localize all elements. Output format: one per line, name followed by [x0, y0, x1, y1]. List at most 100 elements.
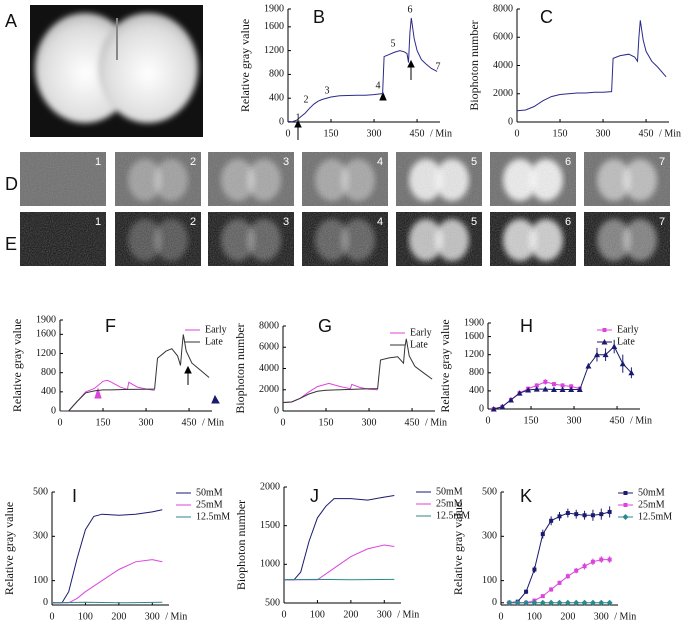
noise: [208, 212, 294, 266]
legend-label: Early: [617, 324, 639, 335]
marker: [593, 351, 600, 358]
marker: [619, 360, 626, 367]
frame-number: 3: [283, 216, 289, 228]
annotation: 6: [408, 4, 413, 15]
frame-number: 1: [95, 216, 101, 228]
y-tick-label: 500: [33, 486, 48, 497]
y-tick-label: 1600: [36, 329, 56, 340]
data-line: [284, 495, 395, 581]
marker: [532, 567, 537, 572]
x-tick-label: 0: [281, 417, 286, 428]
y-tick-label: 0: [274, 405, 279, 416]
noise: [584, 152, 670, 206]
panel-letter: J: [310, 486, 319, 506]
legend-label: Early: [205, 324, 227, 335]
y-tick-label: 1200: [36, 348, 56, 359]
noise: [396, 212, 482, 266]
y-axis-label: Relative gray value: [451, 502, 465, 595]
x-tick-label: 300: [145, 611, 160, 622]
legend-label: 12.5mM: [436, 510, 470, 521]
marker: [607, 509, 612, 514]
marker: [607, 557, 612, 562]
y-tick-label: 0: [479, 403, 484, 414]
frame-number: 6: [565, 156, 571, 168]
marker: [499, 403, 506, 410]
noise: [584, 212, 670, 266]
legend-label: Late: [617, 336, 635, 347]
y-tick-label: 500: [265, 597, 280, 608]
panel-letter: K: [520, 486, 532, 506]
x-tick-label: 0: [58, 417, 63, 428]
y-tick-label: 0: [279, 116, 284, 127]
y-tick-label: 1600: [464, 331, 484, 342]
marker: [543, 379, 548, 384]
legend-marker: [623, 491, 628, 495]
y-tick-label: 400: [469, 385, 484, 396]
x-tick-label: 0: [286, 128, 291, 139]
frame-number: 7: [659, 156, 665, 168]
frame-number: 5: [471, 216, 477, 228]
marker: [574, 512, 579, 517]
y-axis-label: Biophoton number: [233, 323, 247, 413]
marker: [540, 532, 545, 537]
legend-label: Late: [205, 336, 223, 347]
y-tick-label: 4000: [493, 60, 513, 71]
marker: [550, 386, 557, 393]
panel-letter: E: [5, 234, 17, 254]
y-tick-label: 2000: [259, 384, 279, 395]
legend-label: 12.5mM: [638, 511, 672, 522]
marker: [506, 599, 513, 606]
x-axis-label: / Min: [430, 128, 452, 139]
marker: [557, 514, 562, 519]
frame-number: 4: [377, 216, 383, 228]
y-tick-label: 1000: [260, 559, 280, 570]
x-tick-label: 0: [50, 611, 55, 622]
y-tick-label: 8000: [493, 3, 513, 14]
marker: [514, 599, 521, 606]
data-line: [516, 20, 667, 112]
x-axis-label: / Min: [202, 417, 224, 428]
legend-label: Late: [410, 339, 428, 350]
marker: [569, 384, 574, 389]
y-axis-label: Relative gray value: [238, 19, 252, 112]
frame-number: 2: [190, 156, 196, 168]
legend-label: 25mM: [436, 498, 463, 509]
x-tick-label: 150: [553, 128, 568, 139]
marker: [590, 559, 595, 564]
data-line: [493, 345, 632, 410]
x-tick-label: 300: [367, 128, 382, 139]
annotation: 2: [304, 94, 309, 105]
data-line: [509, 511, 610, 604]
y-tick-label: 0: [51, 405, 56, 416]
marker: [585, 363, 592, 369]
frame-number: 4: [377, 156, 383, 168]
marker: [590, 513, 595, 518]
marker: [507, 396, 514, 403]
marker: [557, 580, 562, 585]
y-tick-label: 800: [41, 367, 56, 378]
y-tick-label: 1600: [264, 21, 284, 32]
y-tick-label: 100: [33, 575, 48, 586]
x-tick-label: 100: [310, 609, 325, 620]
marker: [565, 574, 570, 579]
arrows: [94, 59, 415, 404]
y-tick-label: 300: [482, 531, 497, 542]
frame-number: 7: [659, 216, 665, 228]
y-tick-label: 1900: [36, 314, 56, 325]
marker: [524, 589, 529, 594]
marker: [523, 599, 530, 606]
noise: [302, 212, 388, 266]
y-tick-label: 1200: [464, 349, 484, 360]
data-line: [52, 509, 163, 604]
y-tick-label: 400: [269, 93, 284, 104]
x-axis-label: / Min: [165, 611, 187, 622]
x-tick-label: 100: [527, 611, 542, 622]
marker: [598, 599, 605, 606]
legend-marker: [622, 514, 629, 520]
marker: [533, 386, 540, 392]
data-line: [284, 544, 395, 581]
noise: [490, 212, 576, 266]
marker: [599, 557, 604, 562]
y-tick-label: 400: [41, 386, 56, 397]
